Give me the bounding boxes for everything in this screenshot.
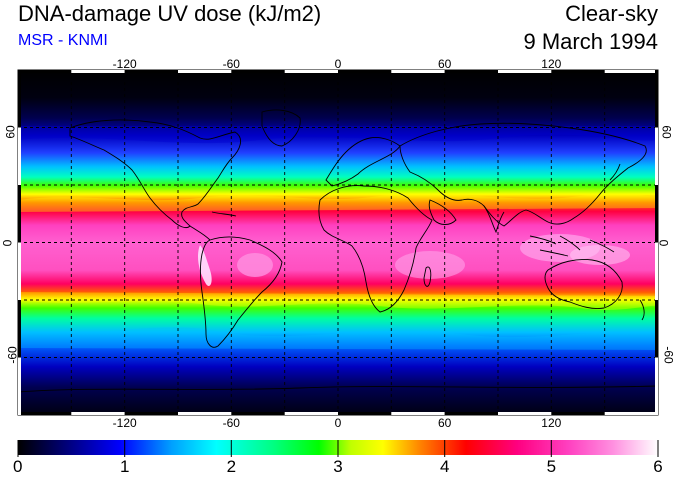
lon-tick-bottom: 0 bbox=[334, 416, 342, 430]
condition-label: Clear-sky bbox=[565, 1, 658, 26]
lat-tick-right: 0 bbox=[656, 239, 671, 246]
lat-tick-right: -60 bbox=[661, 346, 676, 364]
colorbar-label: 3 bbox=[333, 457, 343, 476]
colorbar-label: 0 bbox=[13, 457, 23, 476]
lon-tick-top: -60 bbox=[222, 57, 240, 71]
lon-tick-bottom: -60 bbox=[222, 416, 240, 430]
colorbar-label: 1 bbox=[119, 457, 130, 476]
lon-tick-top: 0 bbox=[334, 57, 342, 71]
colorbar-label: 4 bbox=[439, 457, 450, 476]
source-label: MSR - KNMI bbox=[18, 32, 108, 49]
lat-tick-left: 60 bbox=[3, 125, 18, 139]
lon-tick-bottom: 60 bbox=[438, 416, 452, 430]
map-title: DNA-damage UV dose (kJ/m2) bbox=[18, 1, 322, 26]
coastlines bbox=[18, 109, 658, 393]
colorbar-ticks bbox=[17, 440, 659, 457]
lon-tick-bottom: 120 bbox=[541, 416, 562, 430]
frame-ticks bbox=[18, 70, 658, 415]
graticule bbox=[18, 70, 658, 415]
date-label: 9 March 1994 bbox=[523, 29, 658, 54]
lat-tick-left: 0 bbox=[0, 239, 15, 246]
lon-tick-top: -120 bbox=[112, 57, 137, 71]
lon-tick-top: 120 bbox=[541, 57, 562, 71]
lon-tick-bottom: -120 bbox=[112, 416, 137, 430]
lat-tick-right: 60 bbox=[659, 125, 674, 139]
colorbar-label: 5 bbox=[546, 457, 557, 476]
colorbar-label: 6 bbox=[653, 457, 663, 476]
lat-tick-left: -60 bbox=[5, 346, 20, 364]
lon-tick-top: 60 bbox=[438, 57, 452, 71]
colorbar-label: 2 bbox=[226, 457, 237, 476]
